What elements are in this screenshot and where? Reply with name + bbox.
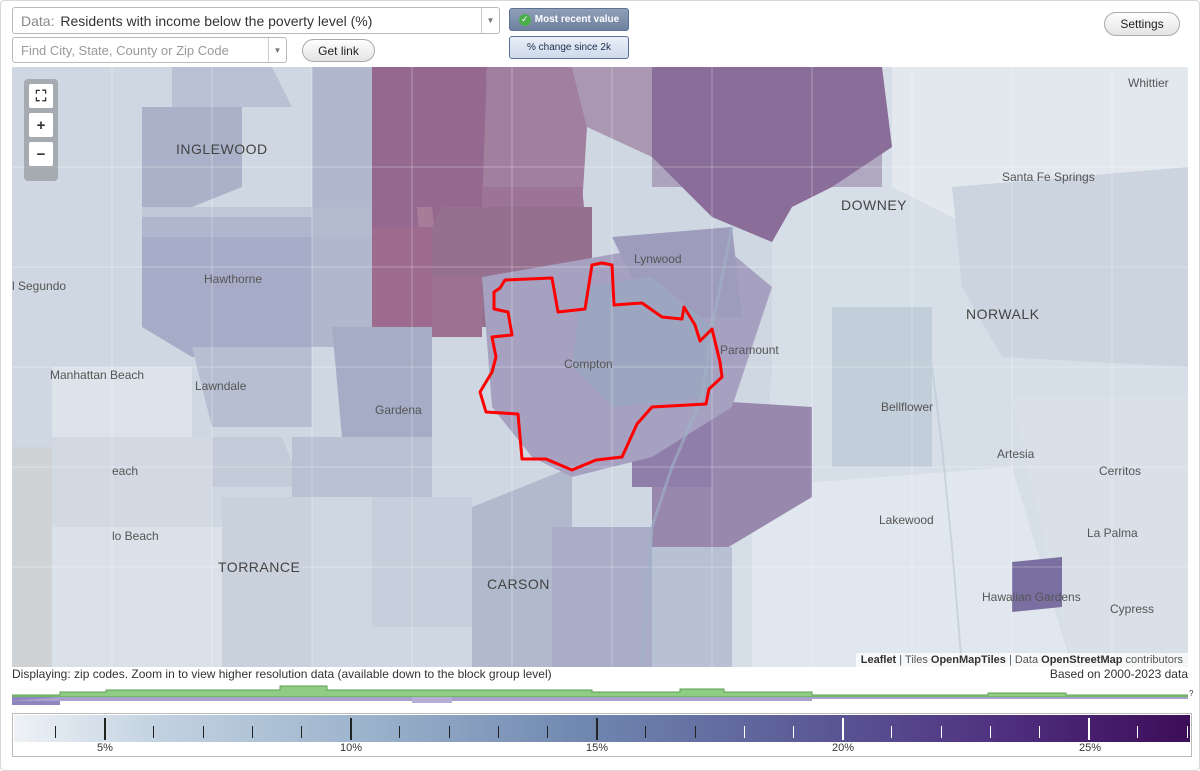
place-label: Lynwood	[634, 252, 682, 266]
legend-label: 10%	[339, 742, 363, 754]
legend-tick	[842, 718, 845, 740]
data-select[interactable]: Data: Residents with income below the po…	[12, 7, 500, 34]
legend-tick	[1137, 726, 1139, 738]
settings-button[interactable]: Settings	[1104, 12, 1180, 36]
legend-tick	[694, 726, 696, 738]
place-label: CARSON	[487, 576, 550, 592]
change-since-toggle[interactable]: % change since 2k	[509, 36, 629, 59]
legend-tick	[399, 726, 401, 738]
place-label: Manhattan Beach	[50, 368, 145, 382]
legend-tick	[596, 718, 599, 740]
place-label: Bellflower	[881, 400, 934, 414]
legend-tick	[743, 726, 745, 738]
legend-tick	[350, 718, 353, 740]
place-label: INGLEWOOD	[176, 141, 268, 157]
fullscreen-icon[interactable]: ⛶	[29, 84, 53, 108]
legend-tick	[1186, 726, 1188, 738]
choropleth-layer	[12, 67, 1188, 667]
map-view[interactable]: ⛶ + − INGLEWOOD DOWNEY NORWALK TORRANCE …	[12, 67, 1188, 667]
value-histogram	[12, 685, 1188, 705]
place-label: Lawndale	[195, 379, 247, 393]
legend-tick	[891, 726, 893, 738]
place-label: Hawthorne	[204, 272, 263, 286]
legend-tick	[301, 726, 302, 738]
legend-label: 20%	[831, 742, 855, 754]
openmaptiles-link[interactable]: OpenMapTiles	[930, 654, 1006, 666]
legend-tick	[104, 718, 107, 740]
map-attribution: Leaflet | Tiles OpenMapTiles | Data Open…	[855, 653, 1188, 667]
legend-tick	[497, 726, 499, 738]
place-label: Whittier	[1128, 76, 1169, 90]
legend-tick	[153, 726, 155, 738]
place-label: Santa Fe Springs	[1002, 170, 1095, 184]
display-note: Displaying: zip codes. Zoom in to view h…	[12, 667, 552, 681]
search-input[interactable]: Find City, State, County or Zip Code ▼	[12, 37, 287, 63]
leaflet-link[interactable]: Leaflet	[860, 654, 897, 666]
legend-gradient	[14, 715, 1190, 742]
legend-tick	[793, 726, 794, 738]
chevron-down-icon[interactable]: ▼	[268, 38, 286, 62]
legend-tick	[547, 726, 548, 738]
legend-tick	[55, 726, 56, 738]
histogram-help-icon[interactable]: ?	[1189, 689, 1194, 698]
place-label: Paramount	[720, 343, 779, 357]
legend-label: 25%	[1078, 742, 1102, 754]
get-link-button[interactable]: Get link	[302, 39, 375, 62]
place-label: Compton	[564, 357, 613, 371]
legend-tick	[940, 726, 942, 738]
place-label: TORRANCE	[218, 559, 301, 575]
legend-tick	[645, 726, 647, 738]
place-label: DOWNEY	[841, 197, 907, 213]
legend-tick	[448, 726, 450, 738]
place-label: Gardena	[375, 403, 422, 417]
legend-label: 15%	[585, 742, 609, 754]
place-label: Hawaiian Gardens	[982, 590, 1081, 604]
most-recent-toggle[interactable]: ✓ Most recent value	[509, 8, 629, 31]
data-value: Residents with income below the poverty …	[60, 12, 373, 29]
place-label: lo Beach	[112, 529, 159, 543]
check-icon: ✓	[518, 13, 531, 26]
legend-tick	[1039, 726, 1040, 738]
place-label: Cypress	[1110, 602, 1155, 616]
openstreetmap-link[interactable]: OpenStreetMap	[1041, 654, 1123, 666]
legend-tick	[989, 726, 991, 738]
search-placeholder: Find City, State, County or Zip Code	[21, 42, 229, 58]
place-label: each	[112, 464, 139, 478]
legend-tick	[202, 726, 204, 738]
chevron-down-icon[interactable]: ▼	[481, 8, 499, 33]
most-recent-label: Most recent value	[534, 14, 620, 25]
based-on-note: Based on 2000-2023 data	[1049, 667, 1188, 681]
compton-boundary	[478, 261, 724, 472]
zoom-controls: ⛶ + −	[24, 79, 58, 181]
place-label: Lakewood	[879, 513, 934, 527]
place-label: Cerritos	[1099, 464, 1142, 478]
place-label: Artesia	[997, 447, 1035, 461]
place-label: NORWALK	[966, 306, 1040, 322]
legend-tick	[1088, 718, 1091, 740]
place-label: l Segundo	[12, 279, 67, 293]
zoom-in-button[interactable]: +	[29, 113, 53, 137]
zoom-out-button[interactable]: −	[29, 142, 53, 166]
legend-label: 5%	[97, 742, 113, 754]
data-label: Data:	[21, 12, 55, 29]
place-label: La Palma	[1087, 526, 1138, 540]
color-legend: 5% 10% 15% 20% 25%	[12, 713, 1192, 757]
legend-tick	[251, 726, 253, 738]
